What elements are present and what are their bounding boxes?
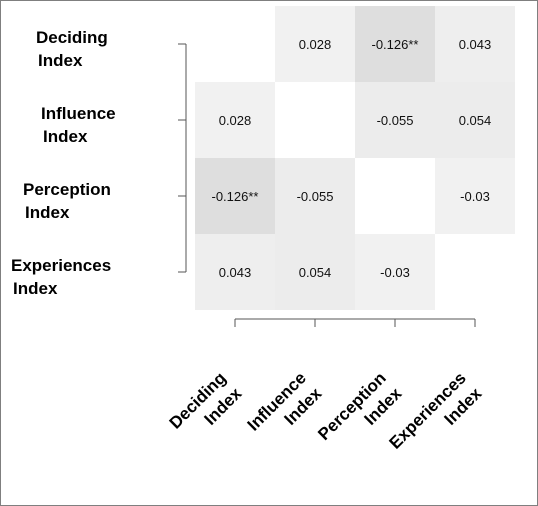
heatmap-cell	[195, 234, 275, 310]
heatmap-cell	[195, 6, 275, 82]
heatmap-cell	[435, 6, 515, 82]
heatmap-cells	[195, 6, 515, 310]
heatmap-cell	[435, 82, 515, 158]
heatmap-cell	[355, 82, 435, 158]
row-label-line1: Deciding	[36, 28, 108, 47]
row-labels: Deciding Index Influence Index Perception Ind…	[11, 28, 116, 298]
row-label-line1: Perception	[23, 180, 111, 199]
cell-value-label: -0.126**	[372, 37, 419, 52]
cell-value-label: 0.043	[459, 37, 492, 52]
column-dendrogram	[234, 318, 476, 327]
cell-value-label: -0.03	[380, 265, 410, 280]
cell-value-label: -0.03	[460, 189, 490, 204]
row-dendrogram	[178, 43, 187, 273]
cell-value-label: 0.054	[299, 265, 332, 280]
row-label-line2: Index	[25, 203, 70, 222]
cell-value-label: -0.126**	[212, 189, 259, 204]
cell-value-label: 0.054	[459, 113, 492, 128]
row-label-line1: Influence	[41, 104, 116, 123]
column-labels: DecidingIndexInfluenceIndexPerceptionInd…	[166, 368, 486, 452]
row-label-line2: Index	[13, 279, 58, 298]
cell-value-label: 0.028	[299, 37, 332, 52]
heatmap-cell	[435, 158, 515, 234]
row-label-line2: Index	[43, 127, 88, 146]
heatmap-cell	[195, 82, 275, 158]
cell-value-label: -0.055	[297, 189, 334, 204]
heatmap-cell	[275, 234, 355, 310]
heatmap-cell	[195, 158, 275, 234]
cell-value-label: 0.043	[219, 265, 252, 280]
heatmap-cell	[275, 158, 355, 234]
heatmap-cell	[275, 6, 355, 82]
row-label-line2: Index	[38, 51, 83, 70]
heatmap-cell	[355, 6, 435, 82]
cell-value-label: -0.055	[377, 113, 414, 128]
heatmap-cell-labels: 0.028 -0.126** 0.043 0.028 -0.055 0.054 -0.126…	[212, 37, 492, 280]
row-label-line1: Experiences	[11, 256, 111, 275]
heatmap-cell	[355, 158, 435, 234]
cell-value-label: 0.028	[219, 113, 252, 128]
heatmap-cell	[435, 234, 515, 310]
heatmap-cell	[355, 234, 435, 310]
heatmap-cell	[275, 82, 355, 158]
